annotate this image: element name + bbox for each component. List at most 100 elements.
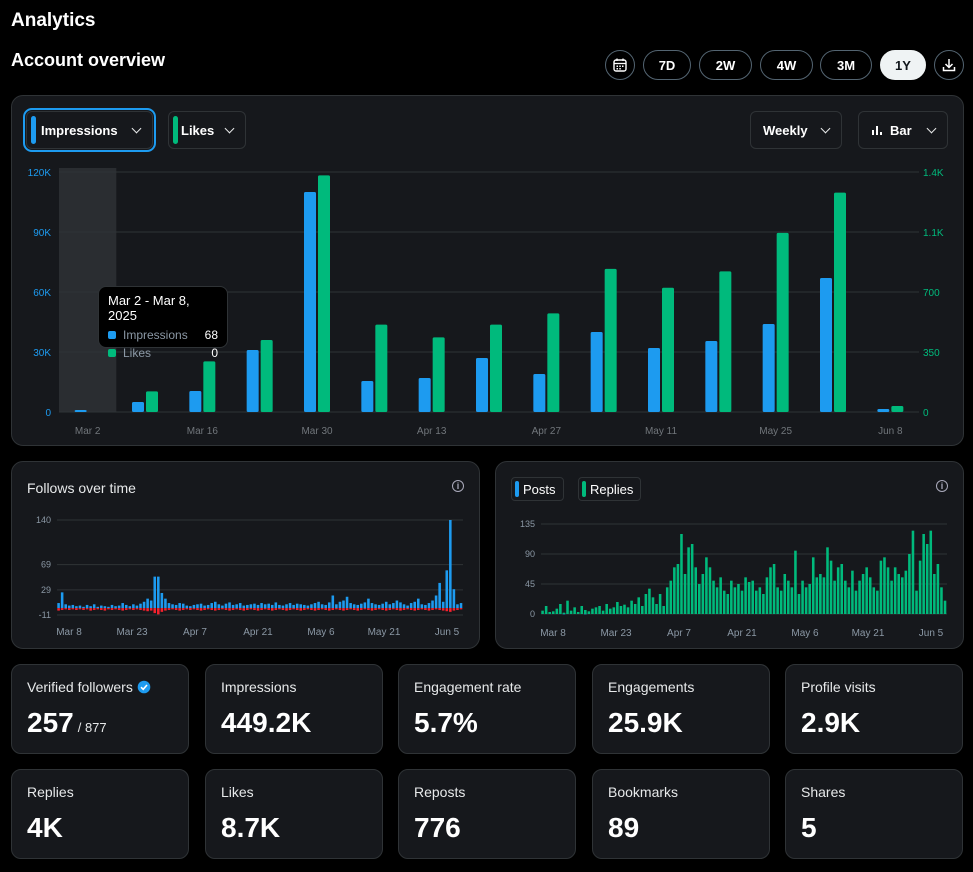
follows-bar xyxy=(295,603,299,609)
impressions-bar xyxy=(762,324,775,412)
replies-bar xyxy=(559,604,562,614)
tooltip-impressions-swatch xyxy=(108,331,116,339)
replies-bar xyxy=(551,611,555,614)
stat-bookmarks[interactable]: Bookmarks 89 xyxy=(592,769,770,859)
unfollows-bar xyxy=(174,608,178,610)
follows-bar xyxy=(246,604,249,609)
chart-type-dropdown[interactable]: Bar xyxy=(858,111,948,149)
unfollows-bar xyxy=(270,608,274,611)
metric2-dropdown[interactable]: Likes xyxy=(168,111,246,149)
info-icon[interactable]: i xyxy=(936,480,948,492)
follows-bar xyxy=(196,604,199,609)
metric1-label: Impressions xyxy=(41,122,118,138)
range-3m-button[interactable]: 3M xyxy=(820,50,872,80)
follows-bar xyxy=(114,606,117,609)
follows-bar xyxy=(160,592,164,609)
posts-chip[interactable]: Posts xyxy=(511,477,564,501)
stat-engagement-rate[interactable]: Engagement rate 5.7% xyxy=(398,664,576,754)
unfollows-bar xyxy=(157,608,160,615)
stat-verified-followers[interactable]: Verified followers 257/ 877 xyxy=(11,664,189,754)
stat-reposts[interactable]: Reposts 776 xyxy=(398,769,576,859)
y-tick: 69 xyxy=(41,560,51,570)
posts-replies-chart: 0 45 90 135 Mar 8 Mar 23 Apr 7 Apr 21 May 6 May 2… xyxy=(520,519,947,639)
follows-bar xyxy=(121,603,124,609)
unfollows-bar xyxy=(384,608,388,611)
range-4w-button[interactable]: 4W xyxy=(760,50,813,80)
impressions-bar xyxy=(74,410,87,412)
follows-bar xyxy=(278,604,281,609)
download-button[interactable] xyxy=(934,50,964,80)
range-1y-button[interactable]: 1Y xyxy=(880,50,926,80)
unfollows-bar xyxy=(178,608,181,611)
replies-bar xyxy=(701,574,705,614)
x-tick: Mar 8 xyxy=(56,627,82,638)
stat-impressions[interactable]: Impressions 449.2K xyxy=(205,664,383,754)
interval-dropdown[interactable]: Weekly xyxy=(750,111,842,149)
unfollows-bar xyxy=(228,608,231,611)
range-2w-button[interactable]: 2W xyxy=(699,50,752,80)
replies-bar xyxy=(879,560,883,614)
unfollows-bar xyxy=(299,608,303,611)
y-right-tick: 350 xyxy=(923,348,940,359)
calendar-button[interactable] xyxy=(605,50,635,80)
metric1-dropdown[interactable]: Impressions xyxy=(23,108,156,152)
likes-bar xyxy=(260,340,273,412)
unfollows-bar xyxy=(196,608,199,610)
x-tick: Apr 7 xyxy=(667,628,691,639)
stat-profile-visits[interactable]: Profile visits 2.9K xyxy=(785,664,963,754)
unfollows-bar xyxy=(395,608,399,610)
follows-bar xyxy=(406,605,409,609)
stat-value: 257/ 877 xyxy=(27,707,107,739)
y-tick: 135 xyxy=(520,519,535,529)
follows-bar xyxy=(64,604,67,609)
follows-bar xyxy=(345,596,349,609)
unfollows-bar xyxy=(132,608,135,610)
replies-bar xyxy=(633,604,637,614)
likes-swatch xyxy=(173,116,178,144)
unfollows-bar xyxy=(360,608,363,610)
unfollows-bar xyxy=(203,608,206,610)
chart-type-label: Bar xyxy=(890,122,912,138)
unfollows-bar xyxy=(274,608,278,610)
likes-bar xyxy=(203,361,216,412)
unfollows-bar xyxy=(303,608,306,610)
follows-bar xyxy=(452,589,456,609)
replies-bar xyxy=(569,610,573,614)
follows-bar xyxy=(306,605,310,609)
replies-bar xyxy=(893,567,897,614)
x-tick: Apr 7 xyxy=(183,627,207,638)
unfollows-bar xyxy=(142,608,146,611)
unfollows-bar xyxy=(160,608,164,612)
replies-bar xyxy=(594,607,598,614)
replies-bar xyxy=(616,602,619,614)
unfollows-bar xyxy=(92,608,96,610)
stat-shares[interactable]: Shares 5 xyxy=(785,769,963,859)
unfollows-bar xyxy=(149,608,153,611)
unfollows-bar xyxy=(96,608,100,610)
impressions-likes-chart: 0 30K 60K 90K 120K 0 350 700 1.1K 1.4K Mar 2 Mar 16… xyxy=(28,168,944,437)
calendar-icon xyxy=(613,58,627,72)
replies-label: Replies xyxy=(590,481,634,497)
follows-bar xyxy=(431,600,434,609)
likes-bar xyxy=(432,337,445,412)
replies-bar xyxy=(541,610,544,614)
info-icon[interactable]: i xyxy=(452,480,464,492)
replies-bar xyxy=(598,606,601,614)
stat-replies[interactable]: Replies 4K xyxy=(11,769,189,859)
impressions-swatch xyxy=(31,116,36,144)
replies-chip[interactable]: Replies xyxy=(578,477,642,501)
follows-bar xyxy=(352,604,356,609)
follows-bar xyxy=(335,604,338,609)
likes-bar xyxy=(662,287,674,412)
stat-label: Verified followers xyxy=(27,679,151,695)
stat-likes[interactable]: Likes 8.7K xyxy=(205,769,383,859)
x-tick: Mar 16 xyxy=(187,426,219,437)
replies-bar xyxy=(712,580,715,614)
follows-bar xyxy=(110,604,114,609)
unfollows-bar xyxy=(139,608,142,610)
range-7d-button[interactable]: 7D xyxy=(643,50,691,80)
follows-bar xyxy=(71,604,75,609)
stat-engagements[interactable]: Engagements 25.9K xyxy=(592,664,770,754)
unfollows-bar xyxy=(424,608,427,610)
impressions-bar xyxy=(705,341,718,412)
